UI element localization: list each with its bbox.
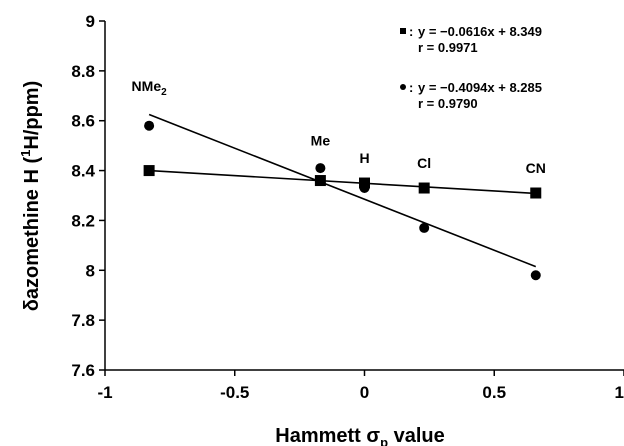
- legend-separator: :: [409, 24, 413, 39]
- data-point-circle: [359, 183, 370, 194]
- legend-equation: y = −0.0616x + 8.349: [418, 24, 542, 39]
- data-points: [143, 120, 542, 281]
- y-tick-label: 7.8: [71, 311, 95, 330]
- legend-square-marker: [400, 28, 406, 34]
- y-tick-label: 8.4: [71, 162, 95, 181]
- substituent-labels: NMe2 Me H Cl CN: [132, 78, 546, 176]
- legend-circle-marker: [400, 84, 406, 90]
- y-tick-label: 8.6: [71, 112, 95, 131]
- y-tick-label: 8.8: [71, 62, 95, 81]
- x-tick-label: -1: [97, 383, 112, 402]
- legend-equation: y = −0.4094x + 8.285: [418, 80, 542, 95]
- data-point-square: [530, 187, 542, 199]
- legend-separator: :: [409, 80, 413, 95]
- data-point-circle: [144, 120, 155, 131]
- data-point-circle: [530, 270, 541, 281]
- x-tick-label: -0.5: [220, 383, 249, 402]
- data-point-circle: [315, 163, 326, 174]
- fit-lines: [148, 113, 537, 268]
- fit-line-square: [149, 169, 536, 195]
- fit-line-circle: [148, 113, 537, 268]
- y-tick-label: 8.2: [71, 211, 95, 230]
- x-tick-label: 1: [615, 383, 624, 402]
- data-point-circle: [419, 222, 430, 233]
- data-point-square: [418, 182, 430, 194]
- legend-r-value: r = 0.9790: [418, 96, 478, 111]
- substituent-label: CN: [526, 160, 546, 176]
- y-tick-label: 8: [86, 261, 95, 280]
- y-tick-label: 7.6: [71, 361, 95, 380]
- substituent-label: Cl: [417, 155, 431, 171]
- substituent-label: NMe2: [132, 78, 168, 98]
- y-tick-label: 9: [86, 12, 95, 31]
- substituent-label: Me: [311, 133, 331, 149]
- data-point-square: [314, 175, 326, 187]
- x-tick-label: 0: [360, 383, 369, 402]
- x-tick-label: 0.5: [482, 383, 506, 402]
- tick-labels: 7.6 7.8 8 8.2 8.4 8.6 8.8 9 -1 -0.5 0 0.5 1: [71, 12, 624, 402]
- data-point-square: [143, 165, 155, 177]
- y-axis-title: δazomethine H (1H/ppm): [18, 81, 43, 312]
- axes: [99, 20, 624, 376]
- x-axis-title: Hammett σp value: [275, 425, 444, 446]
- substituent-label: H: [359, 150, 369, 166]
- legend-r-value: r = 0.9971: [418, 40, 478, 55]
